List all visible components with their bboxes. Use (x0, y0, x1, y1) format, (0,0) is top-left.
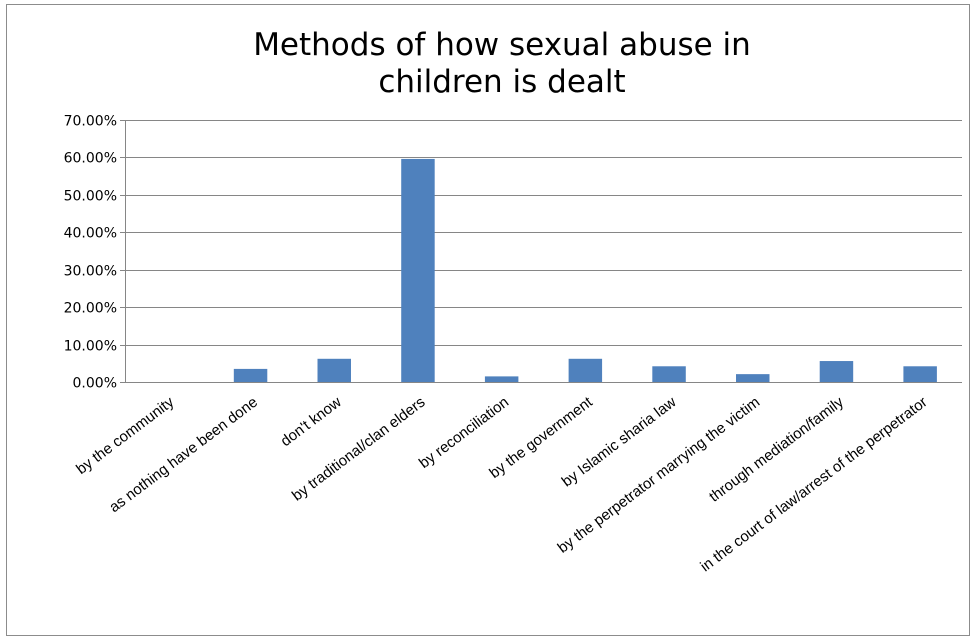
y-tick-label: 70.00% (64, 114, 117, 130)
y-tick-label: 40.00% (64, 226, 117, 242)
bar (736, 374, 770, 382)
chart-frame (6, 4, 970, 636)
gridlines (125, 120, 962, 383)
x-category-label: by traditional/clan elders (289, 394, 428, 505)
y-tick-label: 30.00% (64, 264, 117, 280)
bar (317, 358, 351, 382)
bar (652, 366, 686, 382)
chart-title-line-1: Methods of how sexual abuse in (253, 27, 751, 63)
y-tick-label: 20.00% (64, 301, 117, 317)
bar (819, 361, 854, 382)
x-category-label: as nothing have been done (106, 394, 261, 517)
chart-title-line-2: children is dealt (378, 64, 625, 100)
y-tick-label: 50.00% (64, 189, 117, 205)
y-axis: 0.00% 10.00% 20.00% 30.00% 40.00% 50.00% 60.00… (64, 114, 126, 392)
y-tick-label: 10.00% (64, 339, 117, 355)
bar (903, 366, 937, 382)
bar (401, 158, 435, 382)
bars (233, 158, 937, 382)
y-tick-label: 60.00% (64, 151, 117, 167)
bar (484, 376, 519, 382)
x-category-label: through mediation/family (706, 393, 847, 505)
x-category-label: don't know (278, 394, 345, 451)
bar (568, 358, 603, 382)
bar (233, 368, 268, 382)
y-tick-label: 0.00% (73, 376, 117, 392)
